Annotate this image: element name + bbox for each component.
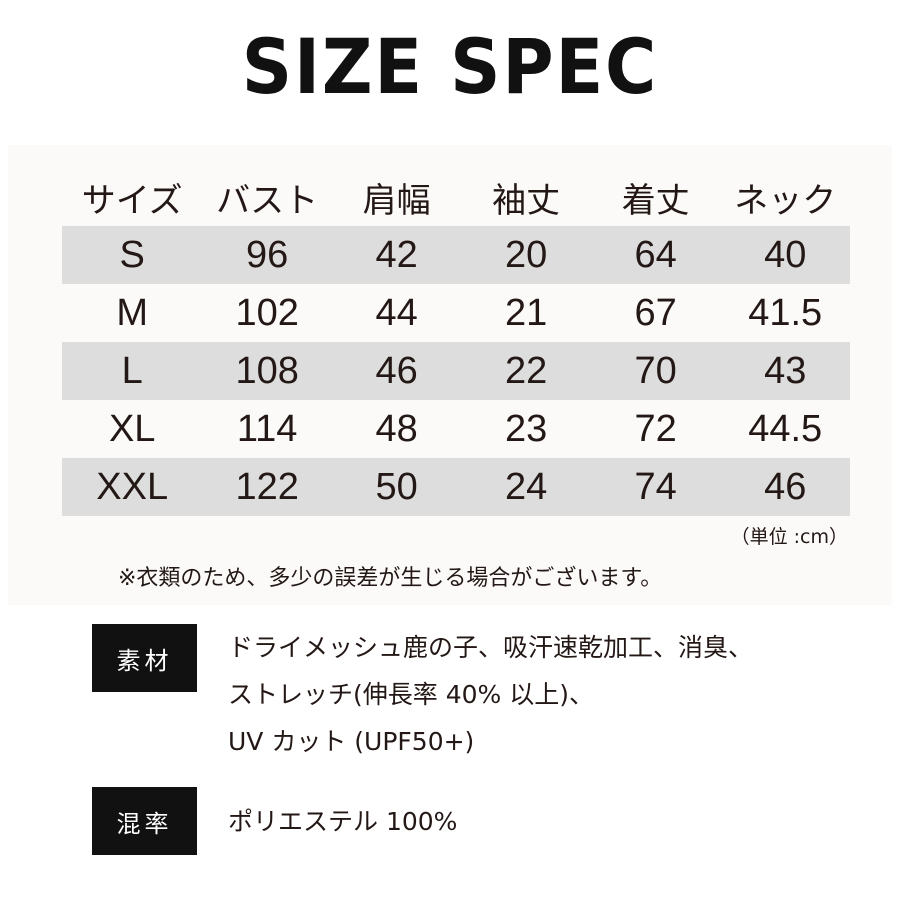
cell-shoulder: 48 bbox=[375, 407, 418, 450]
cell-bust: 114 bbox=[236, 407, 298, 450]
unit-note: （単位 :cm） bbox=[730, 526, 848, 548]
cell-shoulder: 50 bbox=[375, 465, 418, 508]
cell-neck: 44.5 bbox=[748, 407, 823, 450]
disclaimer-note: ※衣類のため、多少の誤差が生じる場合がございます。 bbox=[118, 566, 663, 591]
header-sleeve: 袖丈 bbox=[492, 180, 561, 221]
cell-bust: 122 bbox=[235, 465, 299, 508]
cell-sleeve: 24 bbox=[505, 465, 548, 508]
cell-length: 74 bbox=[634, 465, 677, 508]
material-line: ドライメッシュ鹿の子、吸汗速乾加工、消臭、 bbox=[228, 633, 754, 662]
table-row: XXL 122 50 24 74 46 bbox=[62, 458, 850, 516]
cell-size: XL bbox=[108, 407, 156, 450]
cell-shoulder: 42 bbox=[375, 233, 418, 276]
material-description: ドライメッシュ鹿の子、吸汗速乾加工、消臭、 ストレッチ(伸長率 40% 以上)、… bbox=[228, 624, 753, 765]
table-row: XL 114 48 23 72 44.5 bbox=[62, 400, 850, 458]
material-line: ストレッチ(伸長率 40% 以上)、 bbox=[228, 680, 594, 709]
cell-sleeve: 20 bbox=[505, 233, 548, 276]
blend-label: 混率 bbox=[92, 787, 197, 855]
cell-bust: 102 bbox=[235, 291, 299, 334]
size-table: サイズ バスト 肩幅 袖丈 着丈 ネック S 96 42 20 64 40 M 102 44 21… bbox=[62, 168, 850, 516]
cell-bust: 108 bbox=[235, 349, 299, 392]
blend-description: ポリエステル 100% bbox=[228, 807, 458, 836]
header-neck: ネック bbox=[734, 180, 837, 221]
header-size: サイズ bbox=[81, 180, 183, 221]
cell-shoulder: 44 bbox=[375, 291, 418, 334]
header-length: 着丈 bbox=[621, 180, 690, 221]
table-row: M 102 44 21 67 41.5 bbox=[62, 284, 850, 342]
cell-sleeve: 21 bbox=[505, 291, 548, 334]
cell-neck: 40 bbox=[764, 233, 807, 276]
material-line: UV カット (UPF50+) bbox=[228, 727, 475, 756]
table-row: S 96 42 20 64 40 bbox=[62, 226, 850, 284]
cell-neck: 41.5 bbox=[748, 291, 823, 334]
page-title: SIZE SPEC bbox=[241, 22, 659, 111]
cell-bust: 96 bbox=[246, 233, 289, 276]
header-shoulder: 肩幅 bbox=[362, 180, 431, 221]
cell-length: 72 bbox=[634, 407, 677, 450]
cell-length: 64 bbox=[634, 233, 677, 276]
table-row: L 108 46 22 70 43 bbox=[62, 342, 850, 400]
cell-neck: 43 bbox=[764, 349, 807, 392]
table-header-row: サイズ バスト 肩幅 袖丈 着丈 ネック bbox=[62, 168, 850, 226]
cell-shoulder: 46 bbox=[375, 349, 418, 392]
cell-neck: 46 bbox=[764, 465, 807, 508]
cell-size: L bbox=[121, 349, 143, 392]
cell-sleeve: 22 bbox=[505, 349, 548, 392]
cell-size: S bbox=[119, 233, 145, 276]
cell-sleeve: 23 bbox=[505, 407, 548, 450]
cell-length: 67 bbox=[634, 291, 677, 334]
cell-size: XXL bbox=[96, 465, 169, 508]
cell-size: M bbox=[116, 291, 149, 334]
header-bust: バスト bbox=[216, 180, 319, 221]
cell-length: 70 bbox=[634, 349, 677, 392]
material-label: 素材 bbox=[92, 624, 197, 692]
